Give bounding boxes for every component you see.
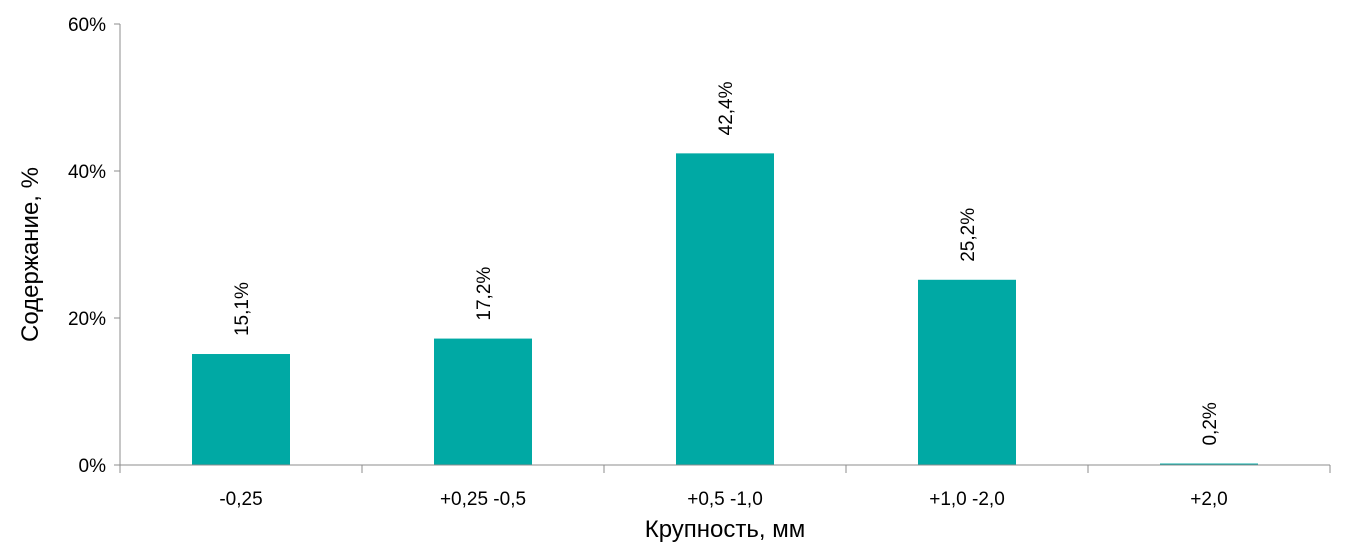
data-label: 42,4% [716,81,737,135]
x-tick-label: +0,25 -0,5 [440,489,526,510]
bar [676,153,774,466]
y-ticks-group: 0% 20% 40% 60% [68,15,120,477]
x-ticks-group: -0,25 +0,25 -0,5 +0,5 -1,0 +1,0 -2,0 +2,0 [119,465,1331,510]
x-tick-label: +0,5 -1,0 [687,489,763,510]
y-tick-label: 0% [79,456,107,477]
y-tick-label: 60% [68,15,106,36]
x-tick-label: +1,0 -2,0 [929,489,1005,510]
bars-group [192,153,1258,466]
x-axis-title: Крупность, мм [645,516,806,543]
data-label: 0,2% [1200,402,1221,445]
data-label: 15,1% [232,282,253,336]
bar [434,338,532,465]
y-tick-label: 40% [68,162,106,183]
y-tick-label: 20% [68,309,106,330]
bar [192,354,290,465]
y-axis-title: Содержание, % [17,167,44,342]
bar [918,279,1016,465]
bar [1160,463,1258,465]
x-tick-label: -0,25 [219,489,262,510]
x-tick-label: +2,0 [1190,489,1228,510]
data-labels-group: 15,1% 17,2% 42,4% 25,2% 0,2% [232,81,1221,445]
data-label: 17,2% [474,267,495,321]
data-label: 25,2% [958,208,979,262]
